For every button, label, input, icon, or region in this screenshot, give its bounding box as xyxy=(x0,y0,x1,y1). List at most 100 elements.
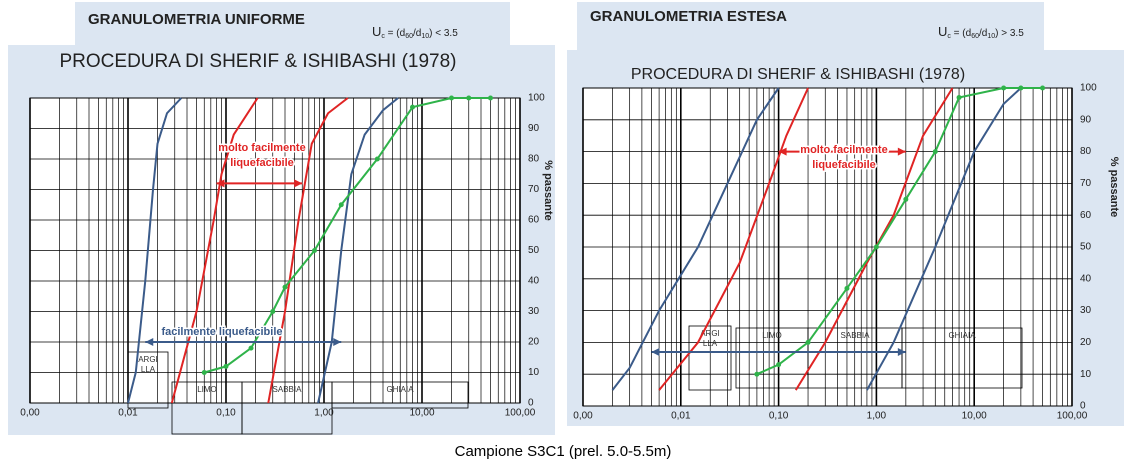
formula-part: 60 xyxy=(971,33,979,40)
formula-part: = (d xyxy=(951,28,971,39)
formula-part: c xyxy=(381,33,385,40)
data-point xyxy=(449,95,455,101)
series-line xyxy=(658,87,809,391)
x-tick-label: 0,00 xyxy=(573,411,593,422)
data-point xyxy=(270,309,276,314)
annotation: liquefacibile xyxy=(812,159,876,171)
data-point xyxy=(223,363,229,369)
series-line xyxy=(203,97,491,374)
annotation: molto facilmente xyxy=(800,144,887,156)
series-line xyxy=(611,87,780,391)
data-point xyxy=(844,285,850,291)
series-line xyxy=(170,97,259,404)
formula-part: = (d xyxy=(385,28,405,39)
data-point xyxy=(903,196,909,202)
data-point xyxy=(487,95,493,101)
formula-part: /d xyxy=(413,28,421,39)
data-point xyxy=(1001,85,1007,91)
y-tick-label: 90 xyxy=(1080,114,1092,125)
series-line xyxy=(267,97,349,404)
zone-box xyxy=(901,327,1023,389)
zone-label: LLA xyxy=(141,365,156,374)
x-tick-label: 10,00 xyxy=(409,408,434,419)
formula-part: 10 xyxy=(987,33,995,40)
formula-part: 60 xyxy=(405,33,413,40)
formula-part: /d xyxy=(979,28,987,39)
data-point xyxy=(805,339,811,345)
formula-part: c xyxy=(947,33,951,40)
header-box xyxy=(577,2,1044,50)
y-tick-label: 80 xyxy=(1080,146,1092,157)
header-box xyxy=(75,2,510,45)
zone-label: SABBIA xyxy=(273,385,303,394)
zone-label: ARGI xyxy=(138,355,158,364)
x-tick-label: 0,01 xyxy=(118,408,138,419)
zone-box xyxy=(127,351,169,409)
series-line xyxy=(866,87,1022,391)
data-point xyxy=(932,149,938,155)
zone-label: GHIAIA xyxy=(386,385,414,394)
chart-title: PROCEDURA DI SHERIF & ISHIBASHI (1978) xyxy=(631,66,965,83)
zone-box xyxy=(688,325,732,391)
data-point xyxy=(754,371,760,377)
y-tick-label: 40 xyxy=(1080,273,1092,284)
y-tick-label: 60 xyxy=(528,215,540,226)
annotation: molto facilmente xyxy=(218,142,305,154)
x-tick-label: 0,00 xyxy=(20,408,40,419)
y-tick-label: 30 xyxy=(528,306,540,317)
zone-label: LLA xyxy=(703,339,718,348)
data-point xyxy=(312,248,318,253)
zone-label: LIMO xyxy=(197,385,217,394)
zone-label: GHIAIA xyxy=(948,331,976,340)
y-tick-label: 0 xyxy=(528,398,534,409)
series-line xyxy=(127,97,183,404)
y-tick-label: 10 xyxy=(1080,369,1092,380)
data-point xyxy=(410,104,416,110)
formula-part: ) > 3.5 xyxy=(995,28,1024,39)
data-point xyxy=(282,284,288,290)
data-point xyxy=(1018,85,1024,91)
y-tick-label: 90 xyxy=(528,123,540,134)
y-tick-label: 50 xyxy=(528,245,540,256)
y-tick-label: 100 xyxy=(528,93,545,104)
y-axis-label: % passante xyxy=(1108,157,1120,218)
formula-part: U xyxy=(372,24,381,39)
annotation: liquefacibile xyxy=(230,157,294,169)
data-point xyxy=(873,244,879,250)
annotation: facilmente liquefacibile xyxy=(161,326,282,338)
y-tick-label: 10 xyxy=(528,367,540,378)
y-tick-label: 40 xyxy=(528,276,540,287)
data-point xyxy=(374,156,380,162)
y-tick-label: 50 xyxy=(1080,242,1092,253)
zone-label: LIMO xyxy=(762,331,782,340)
x-tick-label: 100,00 xyxy=(505,408,536,419)
x-tick-label: 1,00 xyxy=(867,411,887,422)
zone-box xyxy=(331,381,469,409)
caption: Campione S3C1 (prel. 5.0-5.5m) xyxy=(455,443,672,460)
header: GRANULOMETRIA UNIFORME xyxy=(88,11,305,28)
x-tick-label: 100,00 xyxy=(1057,411,1088,422)
data-point xyxy=(201,370,207,375)
y-tick-label: 20 xyxy=(1080,337,1092,348)
formula-part: 10 xyxy=(421,33,429,40)
y-axis-label: % passante xyxy=(542,160,554,221)
chart-title: PROCEDURA DI SHERIF & ISHIBASHI (1978) xyxy=(60,51,457,72)
data-point xyxy=(248,345,254,351)
y-tick-label: 60 xyxy=(1080,210,1092,221)
x-tick-label: 0,10 xyxy=(769,411,789,422)
data-point xyxy=(1040,85,1046,91)
y-tick-label: 70 xyxy=(1080,178,1092,189)
data-point xyxy=(466,95,472,101)
data-point xyxy=(338,202,344,208)
y-tick-label: 20 xyxy=(528,337,540,348)
zone-label: SABBIA xyxy=(841,331,871,340)
formula: Uc = (d60/d10) > 3.5 xyxy=(938,24,1024,40)
x-tick-label: 10,00 xyxy=(962,411,987,422)
zone-label: ARGI xyxy=(700,329,720,338)
x-tick-label: 0,10 xyxy=(216,408,236,419)
x-tick-label: 0,01 xyxy=(671,411,691,422)
formula: Uc = (d60/d10) < 3.5 xyxy=(372,24,458,40)
formula-part: ) < 3.5 xyxy=(429,28,458,39)
y-tick-label: 100 xyxy=(1080,83,1097,94)
